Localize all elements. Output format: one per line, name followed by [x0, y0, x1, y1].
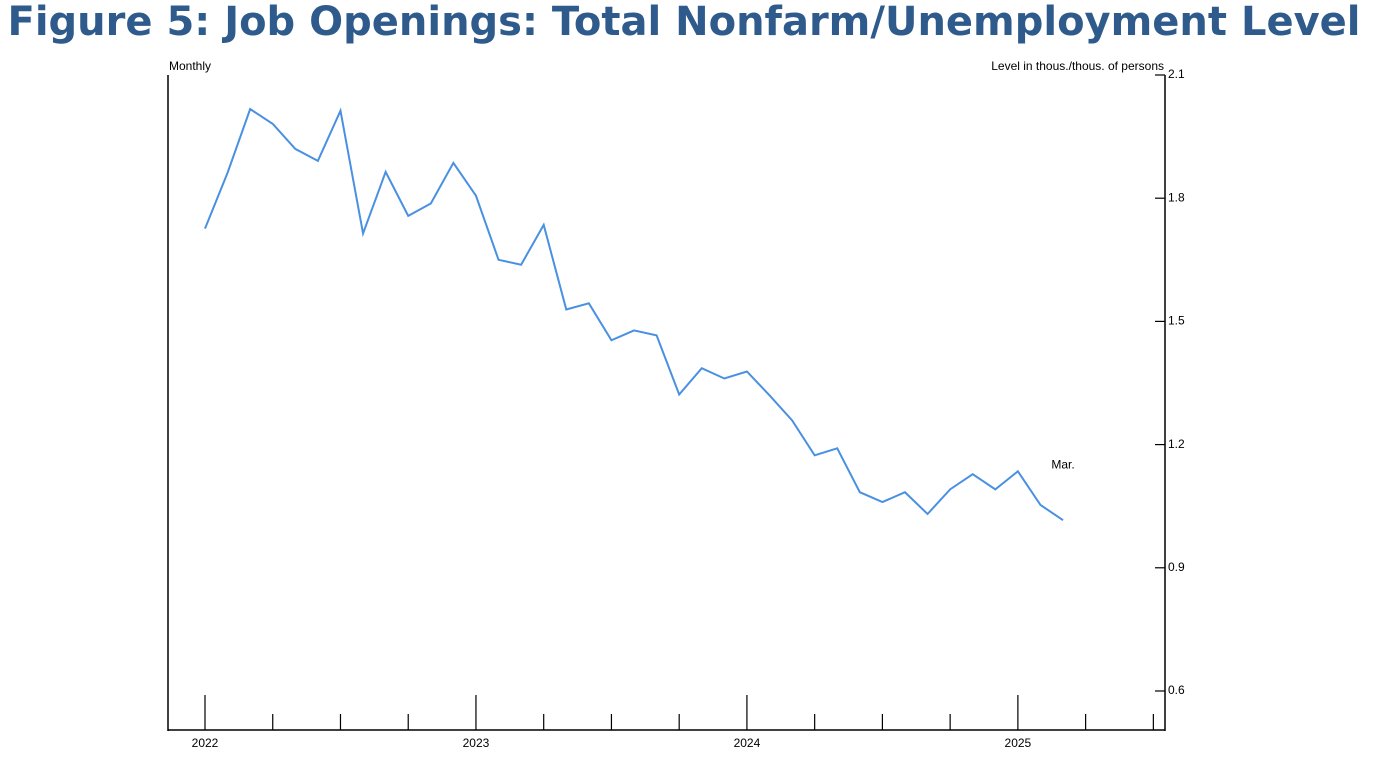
x-tick-label: 2025	[1005, 736, 1032, 750]
annotation: Mar.	[1051, 457, 1074, 471]
x-tick-label: 2023	[463, 736, 490, 750]
y-tick-label: 1.2	[1168, 437, 1185, 451]
y-tick-label: 1.8	[1168, 190, 1185, 204]
frequency-label: Monthly	[169, 59, 211, 73]
y-axis-label: Level in thous./thous. of persons	[991, 59, 1164, 73]
y-tick-label: 0.6	[1168, 683, 1185, 697]
y-tick-label: 2.1	[1168, 67, 1185, 81]
data-line	[204, 107, 1064, 521]
y-tick-label: 1.5	[1168, 314, 1185, 328]
chart-title: Figure 5: Job Openings: Total Nonfarm/Un…	[8, 0, 1361, 45]
y-tick-label: 0.9	[1168, 560, 1185, 574]
x-tick-label: 2022	[192, 736, 219, 750]
x-tick-label: 2024	[734, 736, 761, 750]
